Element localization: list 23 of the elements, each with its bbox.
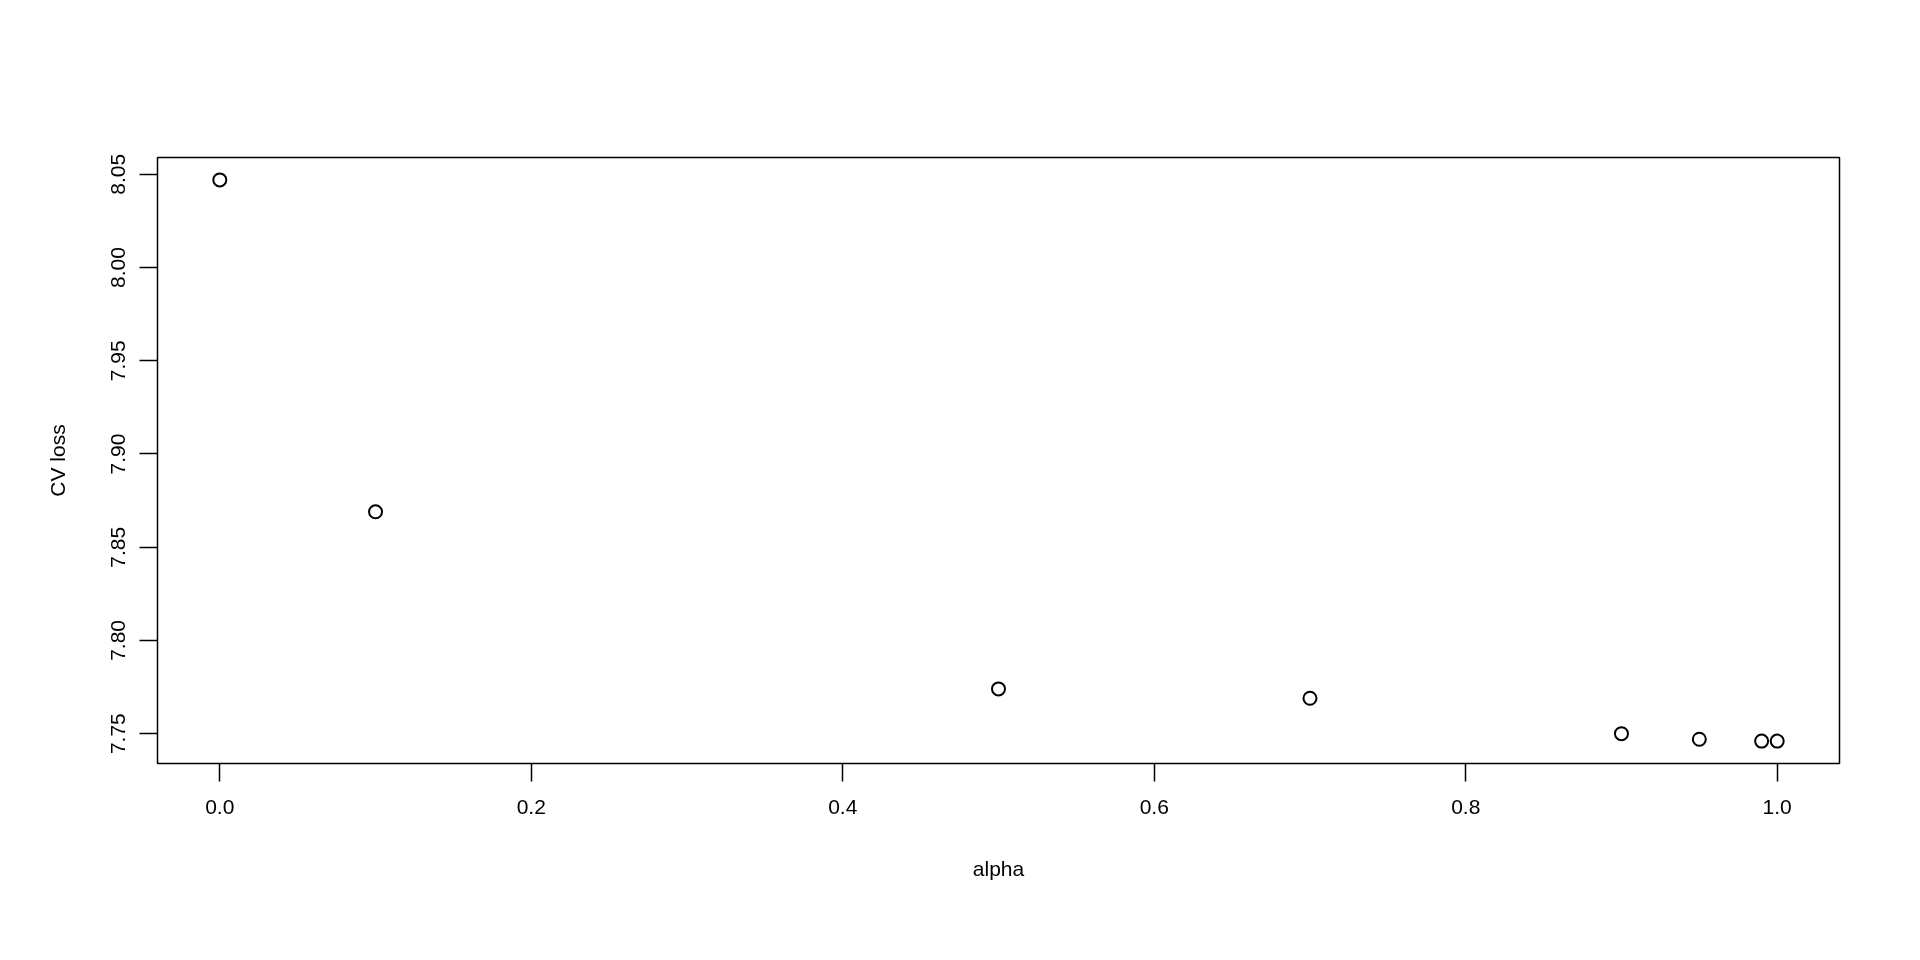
y-tick-label: 7.95 — [106, 340, 130, 382]
x-tick-label: 0.6 — [1139, 794, 1169, 818]
point — [1613, 726, 1629, 742]
point — [212, 172, 228, 188]
point — [991, 681, 1006, 697]
point — [1691, 731, 1707, 747]
x-tick-label: 0.4 — [828, 794, 858, 818]
y-tick-label: 7.85 — [106, 526, 130, 568]
point — [1302, 690, 1318, 706]
point — [368, 504, 384, 520]
point — [1754, 733, 1770, 749]
x-tick-label: 0.8 — [1451, 794, 1481, 818]
y-tick-label: 8.00 — [106, 247, 130, 288]
y-tick-label: 7.90 — [106, 433, 130, 475]
x-tick-label: 0.2 — [516, 794, 546, 818]
y-tick-label: 7.80 — [106, 620, 130, 661]
x-axis-title: alpha — [972, 856, 1025, 880]
y-axis-title: CV loss — [45, 424, 69, 497]
x-tick-label: 1.0 — [1762, 794, 1792, 818]
y-tick-label: 7.75 — [106, 713, 130, 755]
point — [1769, 733, 1785, 749]
y-tick-label: 8.05 — [106, 153, 130, 195]
x-tick-label: 0.0 — [205, 794, 235, 818]
